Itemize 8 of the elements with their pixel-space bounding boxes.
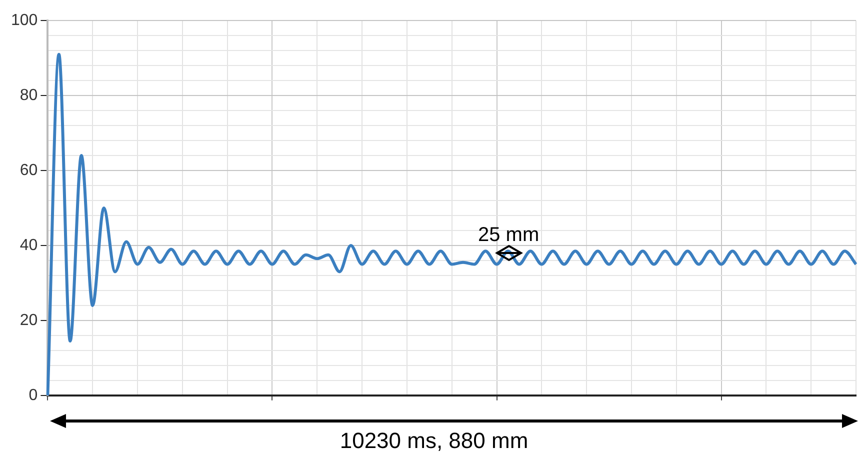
y-tick-label: 40 — [20, 236, 38, 254]
text: 10230 ms, 880 mm — [338, 428, 530, 453]
y-tick-label: 80 — [20, 86, 38, 104]
annotation: 25 mm — [478, 224, 540, 247]
y-tick-label: 0 — [28, 386, 38, 404]
y-tick-label: 20 — [20, 312, 38, 329]
y-tick-label: 60 — [20, 162, 38, 179]
y-tick-label: 100 — [10, 12, 38, 30]
